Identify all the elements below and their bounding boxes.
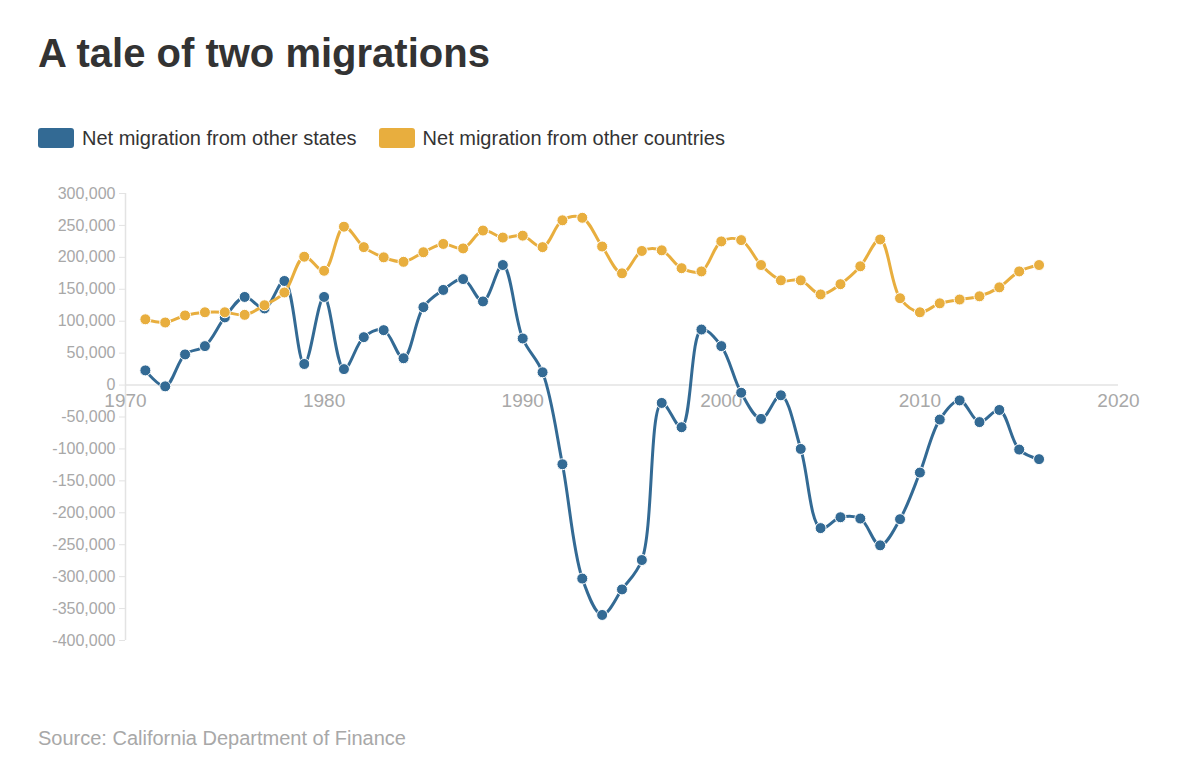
svg-text:2000: 2000 (700, 390, 743, 412)
svg-text:-100,000: -100,000 (52, 440, 115, 457)
svg-text:-400,000: -400,000 (52, 632, 115, 649)
svg-text:200,000: 200,000 (58, 248, 116, 265)
svg-text:150,000: 150,000 (58, 280, 116, 297)
svg-text:-50,000: -50,000 (61, 408, 116, 426)
svg-text:1990: 1990 (502, 390, 544, 411)
svg-text:0: 0 (106, 376, 116, 394)
html-text:Net migration from other state: Net migration from other states (82, 126, 357, 149)
html-text:Source: California Department: Source: California Department of Finance (38, 727, 406, 749)
html-text:Net migration from other count: Net migration from other countries (422, 126, 725, 149)
svg-text:250,000: 250,000 (58, 217, 116, 234)
svg-text:-350,000: -350,000 (52, 600, 115, 617)
svg-text:50,000: 50,000 (67, 344, 116, 361)
svg-text:-200,000: -200,000 (52, 504, 115, 521)
svg-text:100,000: 100,000 (58, 312, 116, 329)
svg-text:300,000: 300,000 (58, 185, 116, 202)
svg-text:1970: 1970 (104, 390, 146, 411)
svg-text:2020: 2020 (1097, 390, 1139, 411)
svg-text:2010: 2010 (899, 390, 941, 411)
svg-text:-250,000: -250,000 (52, 536, 115, 553)
html-text:A tale of two migrations: A tale of two migrations (38, 31, 490, 75)
svg-text:-150,000: -150,000 (52, 472, 115, 489)
svg-text:1980: 1980 (303, 390, 345, 411)
svg-text:-300,000: -300,000 (52, 568, 115, 585)
